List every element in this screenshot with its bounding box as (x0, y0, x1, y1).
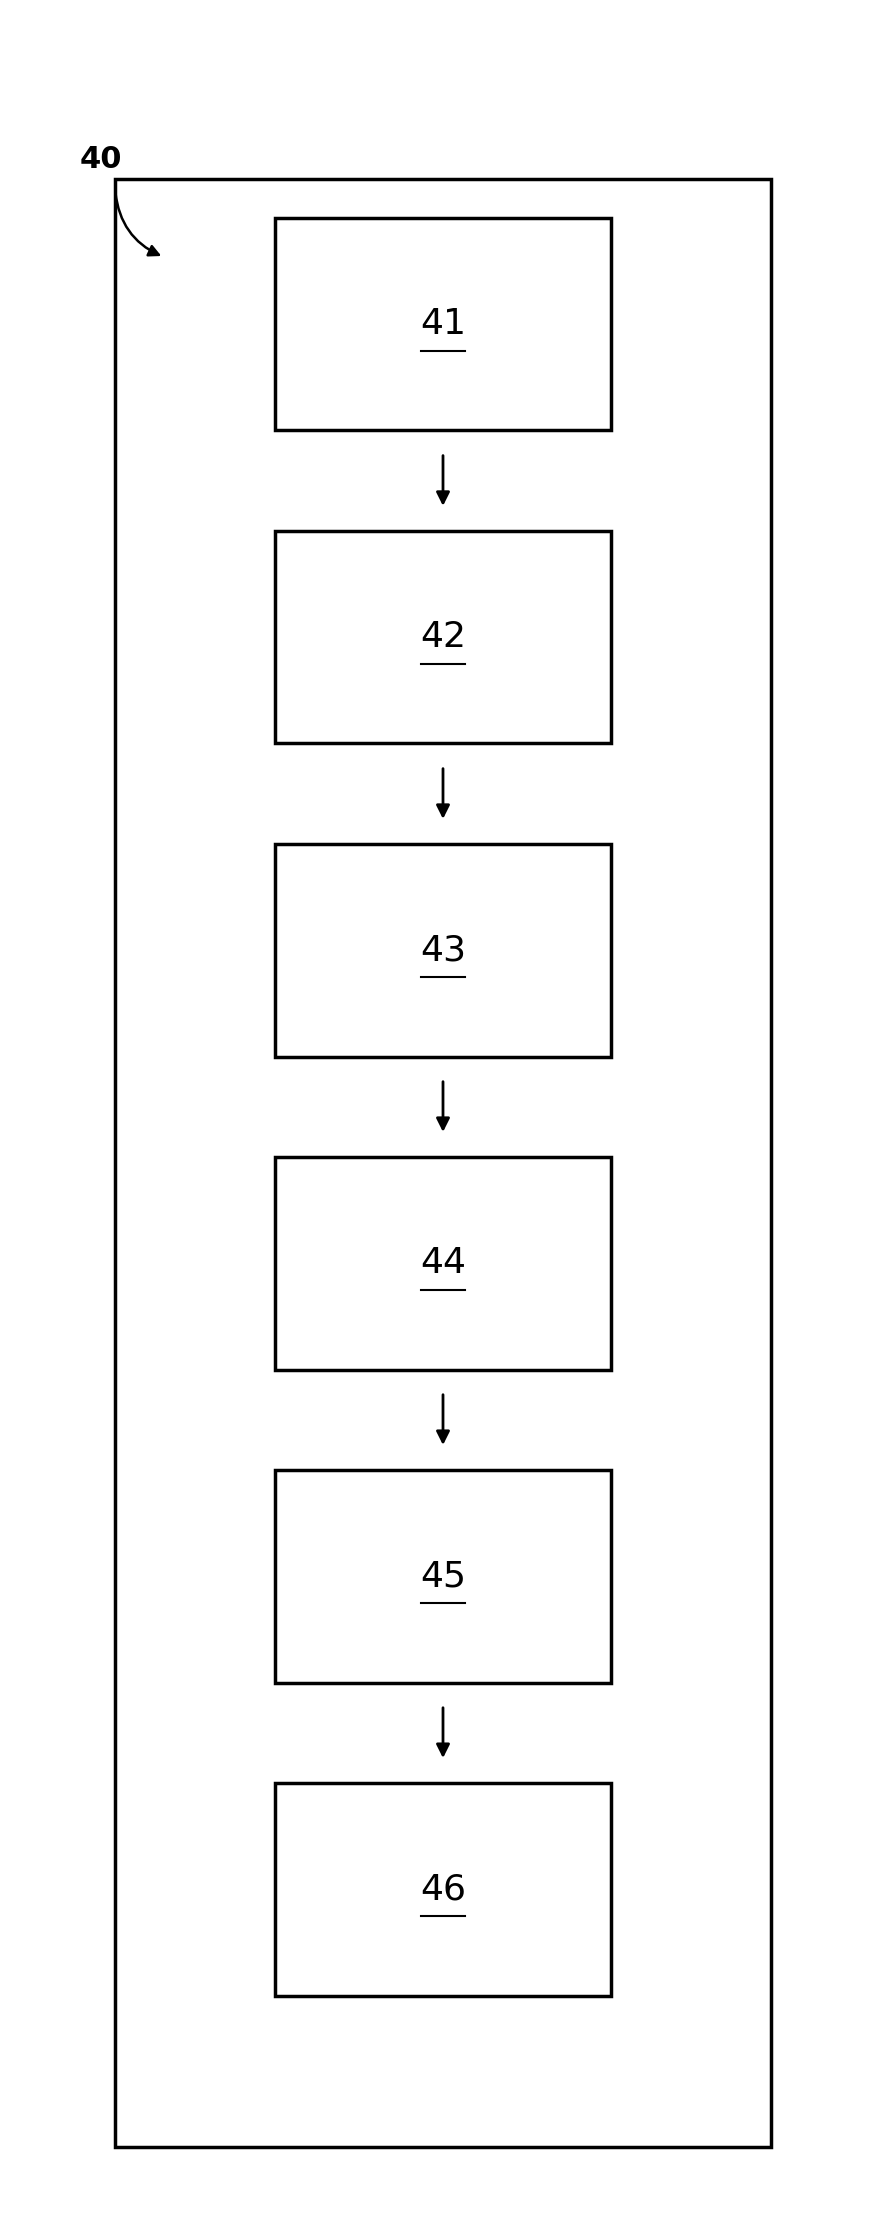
FancyBboxPatch shape (275, 1158, 611, 1368)
FancyBboxPatch shape (275, 1784, 611, 1995)
Text: 42: 42 (420, 619, 466, 655)
Text: 45: 45 (420, 1558, 466, 1594)
Text: 41: 41 (420, 306, 466, 342)
FancyBboxPatch shape (275, 1471, 611, 1681)
Text: 40: 40 (80, 145, 122, 174)
FancyBboxPatch shape (115, 179, 771, 2147)
Text: 46: 46 (420, 1872, 466, 1907)
FancyBboxPatch shape (275, 219, 611, 429)
FancyBboxPatch shape (275, 845, 611, 1058)
Text: 43: 43 (420, 932, 466, 968)
Text: 44: 44 (420, 1245, 466, 1281)
FancyBboxPatch shape (275, 532, 611, 742)
